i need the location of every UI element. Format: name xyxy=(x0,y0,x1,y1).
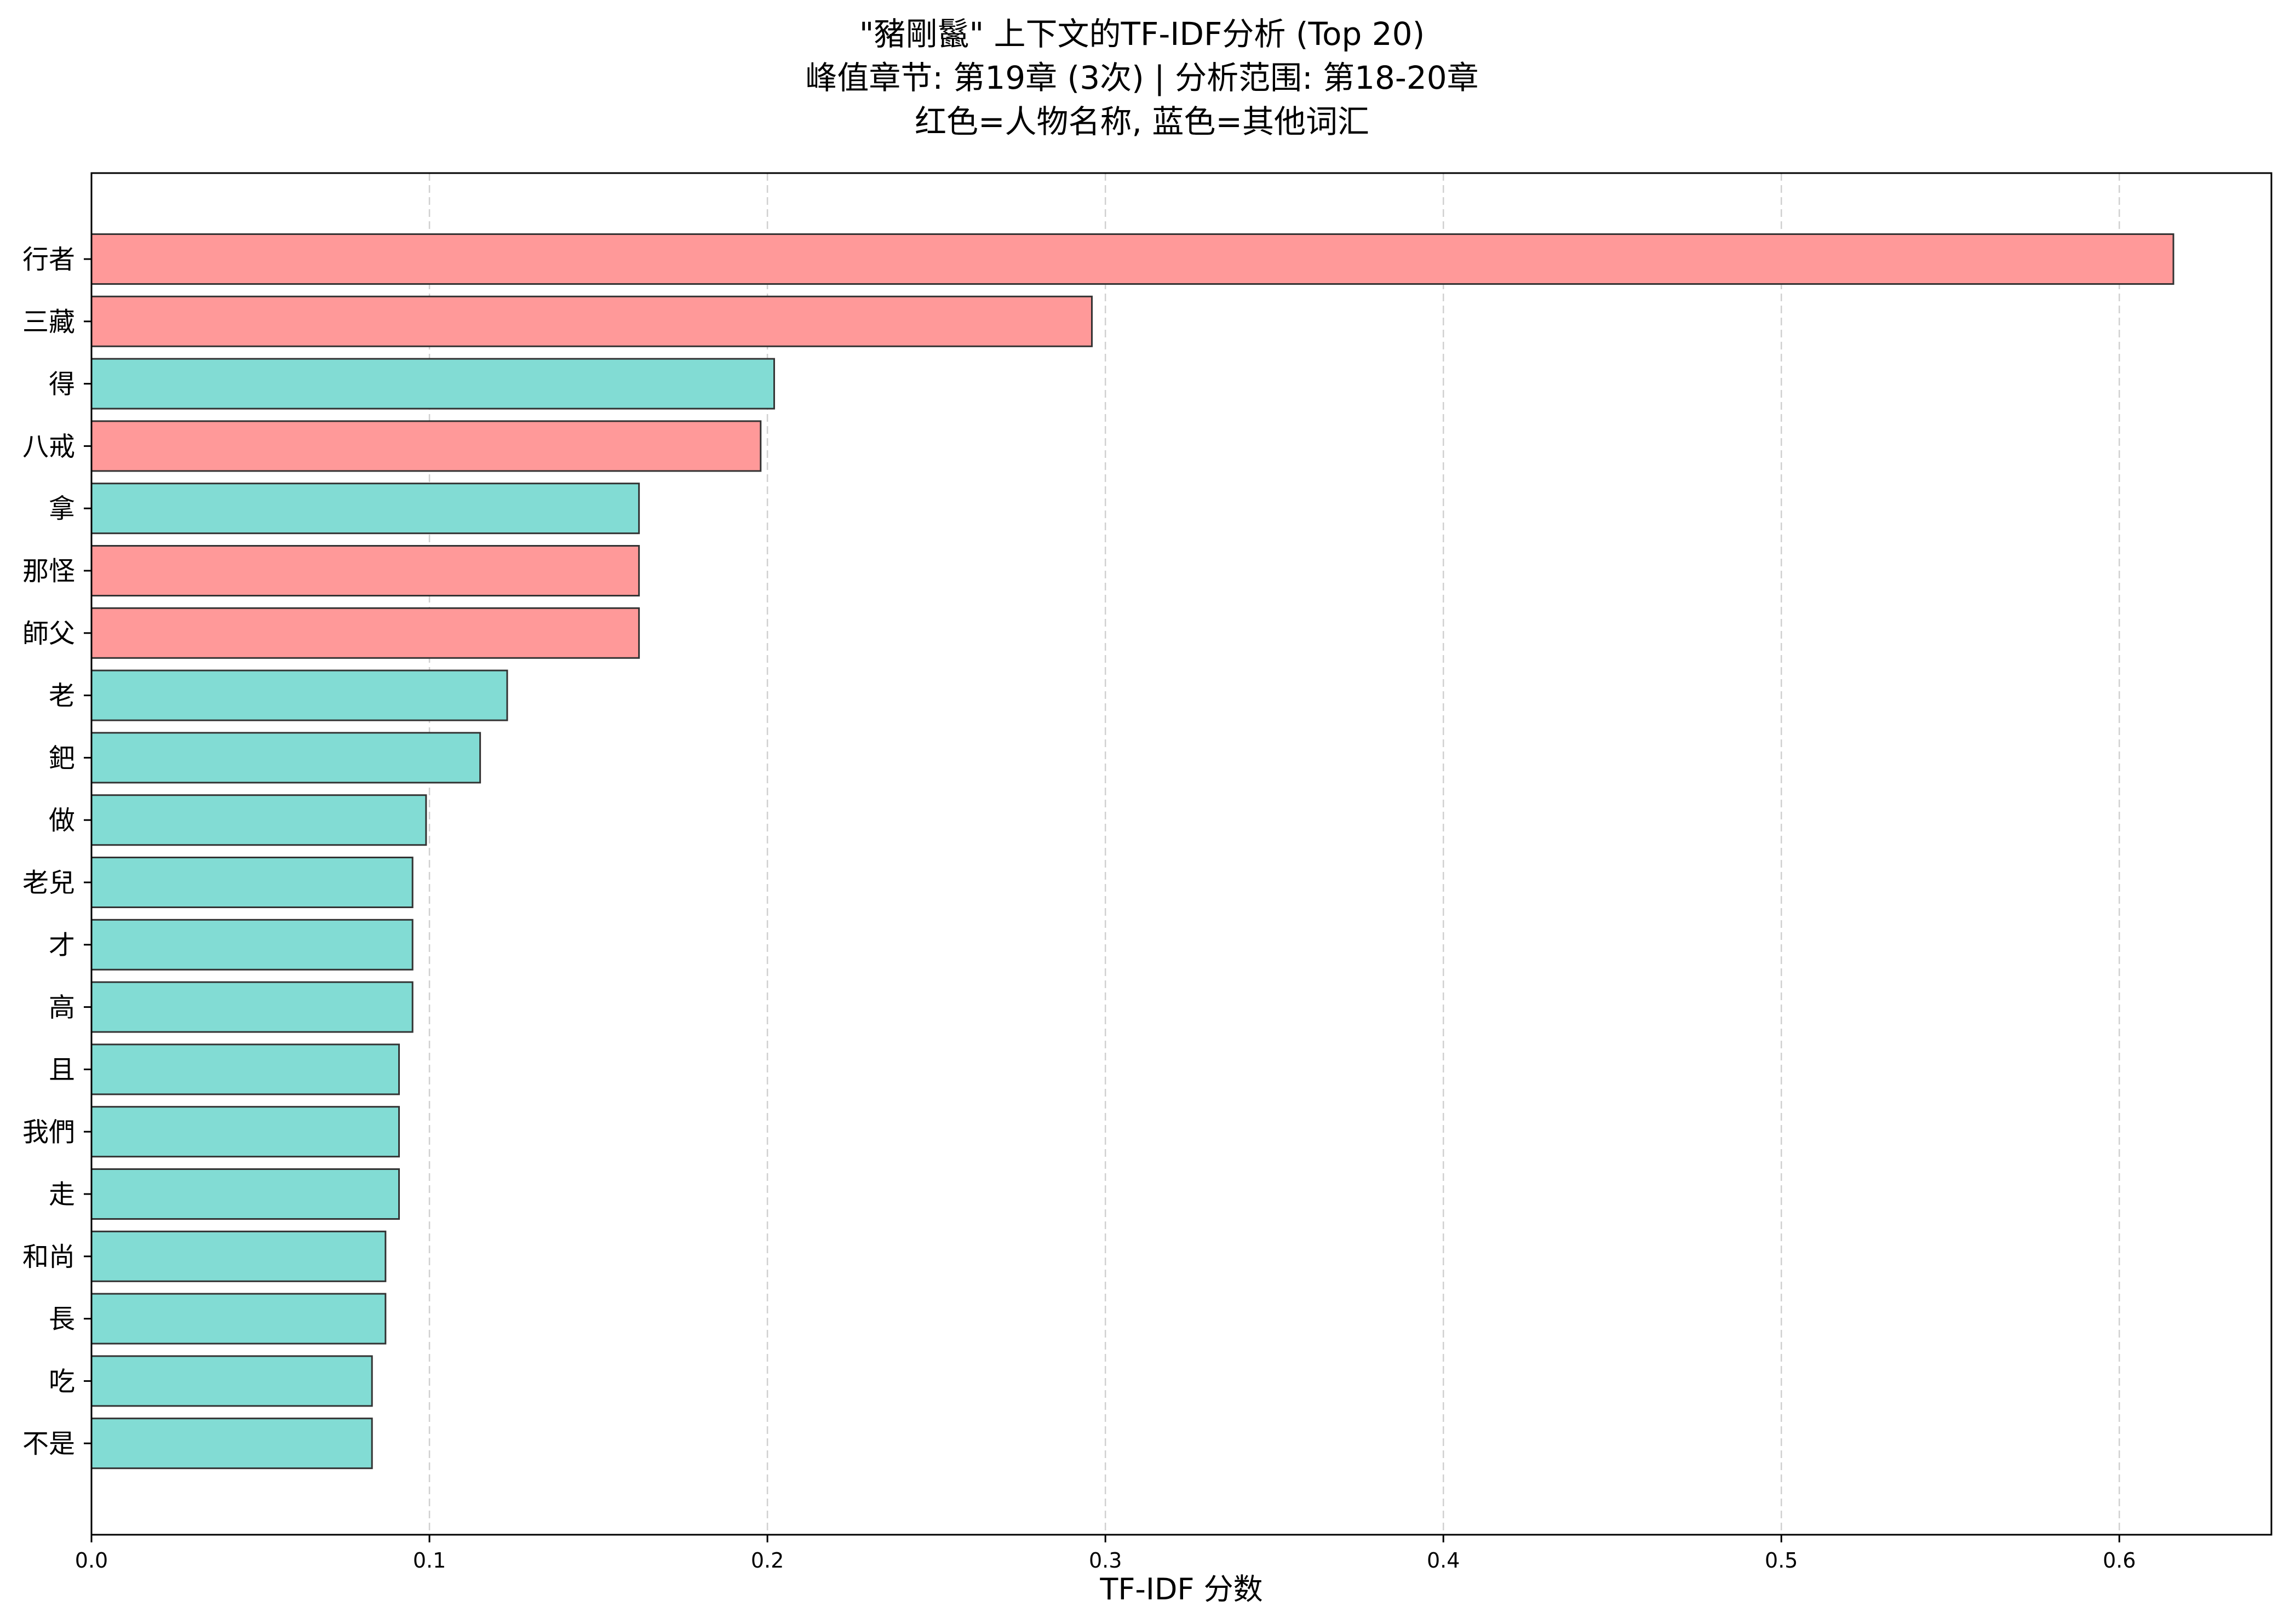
bar-20 xyxy=(90,1418,373,1470)
bars-layer xyxy=(90,233,2174,1470)
bar-18 xyxy=(90,1293,387,1345)
chart-subtitle: 峰值章节: 第19章 (3次) | 分析范围: 第18-20章 xyxy=(805,59,1479,96)
x-axis: 0.0 0.1 0.2 0.3 0.4 0.5 0.6 xyxy=(75,1535,2136,1573)
bar-16 xyxy=(90,1168,400,1220)
bar-11 xyxy=(90,857,414,908)
x-tick-label: 0.2 xyxy=(751,1548,784,1573)
x-tick-label: 0.0 xyxy=(75,1548,108,1573)
y-tick-label: 長 xyxy=(49,1304,75,1335)
chart-title: "豬剛鬣" 上下文的TF-IDF分析 (Top 20) xyxy=(859,15,1425,53)
bar-6 xyxy=(90,545,640,596)
y-tick-label: 師父 xyxy=(22,618,75,649)
bar-9 xyxy=(90,732,481,784)
bar-17 xyxy=(90,1230,387,1282)
x-tick-label: 0.6 xyxy=(2103,1548,2136,1573)
bar-2 xyxy=(90,295,1093,347)
y-tick-label: 和尚 xyxy=(22,1242,75,1272)
y-tick-label: 老兒 xyxy=(22,868,75,898)
y-tick-label: 拿 xyxy=(49,493,75,524)
x-axis-title: TF-IDF 分数 xyxy=(1099,1572,1262,1606)
y-tick-label: 三藏 xyxy=(22,307,75,337)
plot-frame xyxy=(90,172,2272,1536)
bar-12 xyxy=(90,919,414,971)
y-tick-label: 我們 xyxy=(22,1117,75,1147)
y-tick-label: 才 xyxy=(49,930,75,961)
bar-10 xyxy=(90,794,427,846)
x-tick-label: 0.3 xyxy=(1089,1548,1122,1573)
x-tick-label: 0.4 xyxy=(1427,1548,1460,1573)
y-tick-label: 得 xyxy=(49,369,75,400)
y-tick-label: 吃 xyxy=(49,1366,75,1397)
y-tick-label: 且 xyxy=(49,1054,75,1085)
bar-1 xyxy=(90,233,2174,285)
x-tick-label: 0.5 xyxy=(1765,1548,1798,1573)
bar-5 xyxy=(90,483,640,535)
bar-14 xyxy=(90,1043,400,1095)
y-tick-label: 鈀 xyxy=(49,743,75,773)
bar-15 xyxy=(90,1106,400,1158)
bar-3 xyxy=(90,358,775,410)
y-tick-label: 走 xyxy=(49,1179,75,1210)
chart-title-block: "豬剛鬣" 上下文的TF-IDF分析 (Top 20) 峰值章节: 第19章 (… xyxy=(0,12,2284,144)
y-tick-label: 不是 xyxy=(22,1428,75,1459)
y-tick-label: 做 xyxy=(49,805,75,836)
bar-7 xyxy=(90,607,640,659)
y-tick-label: 八戒 xyxy=(22,431,75,462)
x-tick-label: 0.1 xyxy=(413,1548,446,1573)
y-tick-label: 行者 xyxy=(22,244,75,275)
bar-8 xyxy=(90,669,508,721)
grid-layer xyxy=(428,173,2120,1535)
y-tick-label: 高 xyxy=(49,992,75,1023)
bar-19 xyxy=(90,1355,373,1407)
y-tick-label: 老 xyxy=(49,681,75,711)
bar-13 xyxy=(90,981,414,1033)
bar-4 xyxy=(90,420,762,472)
chart-color-note: 红色=人物名称, 蓝色=其他词汇 xyxy=(914,103,1370,140)
y-tick-label: 那怪 xyxy=(22,556,75,587)
